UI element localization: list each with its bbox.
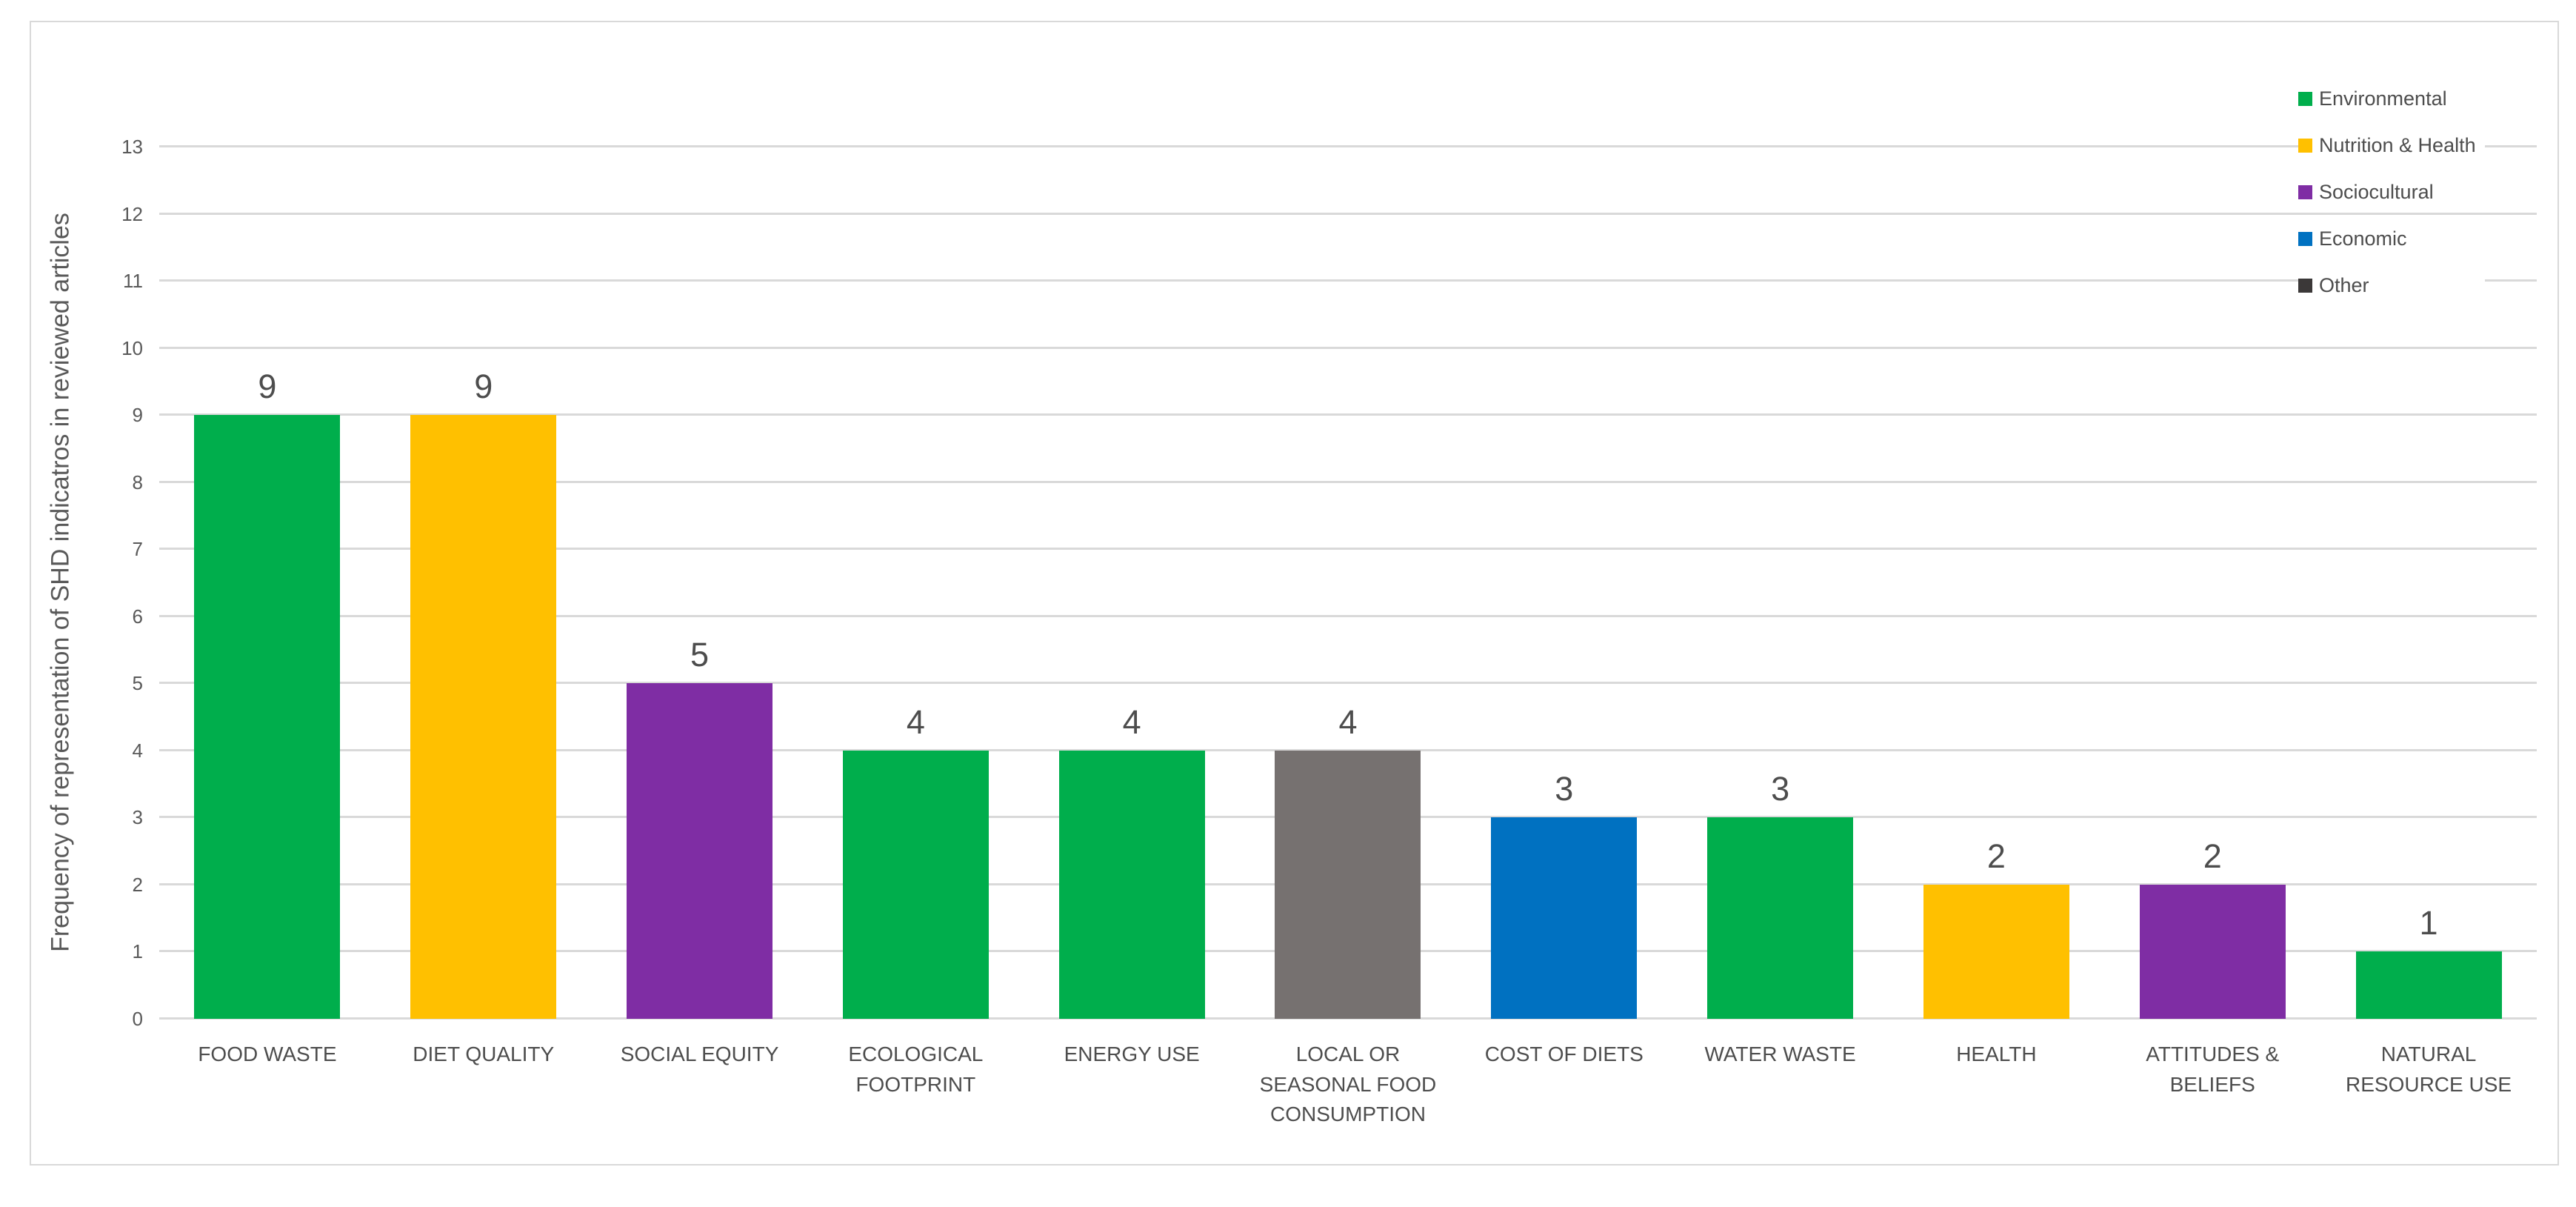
y-tick-label: 12 bbox=[121, 202, 143, 225]
bar-value-label: 9 bbox=[258, 368, 277, 406]
gridline bbox=[159, 748, 2537, 751]
bar bbox=[410, 415, 557, 1019]
legend-swatch bbox=[2298, 231, 2312, 246]
gridline bbox=[159, 279, 2537, 282]
bar bbox=[1058, 750, 1205, 1019]
y-tick-label: 0 bbox=[132, 1008, 143, 1030]
bar-value-label: 4 bbox=[906, 702, 925, 741]
legend-label: Economic bbox=[2319, 227, 2407, 250]
y-tick-label: 11 bbox=[123, 270, 143, 293]
bar-cell: 9 bbox=[159, 147, 376, 1019]
y-tick-label: 3 bbox=[132, 806, 143, 829]
x-category-label: ENERGY USE bbox=[1064, 1043, 1200, 1065]
gridline bbox=[159, 548, 2537, 551]
bar-cell: 2 bbox=[2104, 147, 2320, 1019]
legend-swatch bbox=[2298, 138, 2312, 153]
bar-cell: 9 bbox=[376, 147, 592, 1019]
gridline bbox=[159, 145, 2537, 147]
bar-value-label: 3 bbox=[1771, 770, 1790, 808]
legend-item: Other bbox=[2298, 270, 2485, 301]
bar-cell: 1 bbox=[2320, 147, 2537, 1019]
bar-value-label: 5 bbox=[690, 636, 710, 674]
bar bbox=[194, 415, 341, 1019]
legend-item: Sociocultural bbox=[2298, 176, 2485, 207]
bar bbox=[2355, 951, 2502, 1019]
legend-swatch bbox=[2298, 278, 2312, 293]
plot-area: 9 9 5 4 4 4 3 3 2 2 1 bbox=[159, 145, 2537, 1020]
gridline bbox=[159, 682, 2537, 685]
bar-cell: 3 bbox=[1672, 147, 1889, 1019]
x-category-label: HEALTH bbox=[1956, 1043, 2037, 1065]
x-category-label: FOOD WASTE bbox=[198, 1043, 337, 1065]
y-tick-label: 4 bbox=[132, 739, 143, 762]
bar-value-label: 1 bbox=[2419, 904, 2438, 942]
bars-layer: 9 9 5 4 4 4 3 3 2 2 1 bbox=[159, 147, 2537, 1019]
gridline bbox=[159, 614, 2537, 617]
legend-label: Nutrition & Health bbox=[2319, 133, 2476, 156]
bar-cell: 3 bbox=[1456, 147, 1672, 1019]
chart-border bbox=[30, 21, 2559, 1166]
bar-value-label: 2 bbox=[1986, 837, 2006, 875]
x-category-label: DIET QUALITY bbox=[413, 1043, 555, 1065]
legend-item: Economic bbox=[2298, 223, 2485, 254]
bar-cell: 5 bbox=[592, 147, 808, 1019]
bar-cell: 4 bbox=[1240, 147, 1456, 1019]
gridline bbox=[159, 413, 2537, 416]
legend: Environmental Nutrition & Health Sociocult… bbox=[2298, 83, 2485, 316]
bar-value-label: 4 bbox=[1122, 702, 1141, 741]
y-tick-label: 6 bbox=[132, 605, 143, 628]
bar-cell: 2 bbox=[1889, 147, 2105, 1019]
y-tick-label: 7 bbox=[132, 538, 143, 561]
y-tick-label: 2 bbox=[132, 873, 143, 896]
bar-value-label: 4 bbox=[1338, 702, 1358, 741]
bar-cell: 4 bbox=[1024, 147, 1240, 1019]
bar bbox=[2139, 884, 2286, 1019]
gridline bbox=[159, 480, 2537, 483]
legend-item: Environmental bbox=[2298, 83, 2485, 114]
bar bbox=[1707, 817, 1854, 1019]
gridline bbox=[159, 346, 2537, 349]
legend-swatch bbox=[2298, 91, 2312, 106]
bar bbox=[1275, 750, 1421, 1019]
legend-label: Environmental bbox=[2319, 87, 2447, 110]
x-category-label: LOCAL OR SEASONAL FOOD CONSUMPTION bbox=[1259, 1043, 1437, 1126]
bar-value-label: 9 bbox=[474, 368, 493, 406]
x-category-label: WATER WASTE bbox=[1704, 1043, 1856, 1065]
bar-cell: 4 bbox=[807, 147, 1024, 1019]
x-category-label: ECOLOGICAL FOOTPRINT bbox=[848, 1043, 984, 1096]
x-axis-category-labels: FOOD WASTE DIET QUALITY SOCIAL EQUITY ECOLO… bbox=[159, 1020, 2537, 1130]
legend-label: Other bbox=[2319, 273, 2369, 296]
bar bbox=[1491, 817, 1638, 1019]
y-tick-label: 13 bbox=[121, 136, 143, 158]
y-tick-label: 10 bbox=[121, 336, 143, 359]
x-category-label: SOCIAL EQUITY bbox=[620, 1043, 779, 1065]
bar-value-label: 3 bbox=[1555, 770, 1574, 808]
x-category-label: COST OF DIETS bbox=[1484, 1043, 1644, 1065]
y-tick-label: 1 bbox=[132, 940, 143, 963]
legend-swatch bbox=[2298, 184, 2312, 199]
bar-value-label: 2 bbox=[2203, 837, 2222, 875]
y-axis-title: Frequency of representation of SHD indic… bbox=[46, 213, 75, 952]
bar bbox=[627, 683, 773, 1019]
bar bbox=[842, 750, 989, 1019]
legend-label: Sociocultural bbox=[2319, 180, 2434, 203]
gridline bbox=[159, 212, 2537, 215]
y-tick-label: 9 bbox=[132, 404, 143, 427]
x-category-label: ATTITUDES & BELIEFS bbox=[2146, 1043, 2280, 1096]
y-tick-label: 8 bbox=[132, 471, 143, 493]
y-tick-label: 5 bbox=[132, 672, 143, 695]
bar bbox=[1923, 884, 2069, 1019]
x-category-label: NATURAL RESOURCE USE bbox=[2346, 1043, 2512, 1096]
legend-item: Nutrition & Health bbox=[2298, 130, 2485, 161]
